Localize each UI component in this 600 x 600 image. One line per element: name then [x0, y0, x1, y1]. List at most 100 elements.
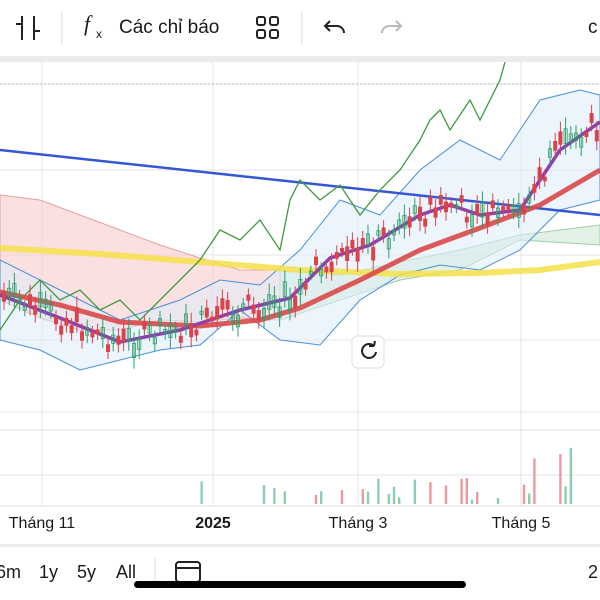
- candle-body: [173, 327, 178, 333]
- candle-body: [137, 338, 142, 350]
- candle-body: [116, 335, 121, 345]
- candle-body: [43, 298, 48, 308]
- candle-body: [371, 247, 376, 261]
- candle-body: [27, 294, 32, 307]
- x-tick-label: Tháng 5: [492, 515, 551, 532]
- fx-icon[interactable]: f x: [84, 11, 102, 41]
- candle-body: [433, 207, 438, 218]
- candle-body: [59, 325, 64, 335]
- candle-body: [423, 218, 428, 227]
- undo-icon[interactable]: [323, 20, 345, 34]
- volume-bar: [200, 481, 203, 504]
- reset-icon: [361, 340, 377, 359]
- candle-body: [183, 313, 188, 326]
- candle-body: [412, 205, 417, 214]
- range-button[interactable]: 6m: [0, 562, 21, 582]
- candle-body: [506, 204, 511, 210]
- candle-body: [277, 306, 282, 318]
- volume-bar: [559, 454, 562, 504]
- ma-long: [0, 245, 600, 278]
- candle-body: [163, 329, 168, 334]
- candle-body: [459, 195, 464, 203]
- volume-bar: [413, 479, 416, 504]
- candle-body: [287, 297, 292, 311]
- volume-bar: [398, 497, 401, 504]
- candle-body: [209, 316, 214, 322]
- candle-body: [402, 214, 407, 229]
- x-tick-label: Tháng 3: [329, 515, 388, 532]
- candle-body: [485, 212, 490, 225]
- candle-body: [319, 268, 324, 277]
- volume-bar: [314, 494, 318, 504]
- indicators-button[interactable]: Các chỉ báo: [119, 17, 219, 38]
- candle-body: [490, 200, 495, 209]
- volume-bar: [564, 486, 567, 504]
- volume-bar: [444, 485, 448, 504]
- candle-body: [542, 176, 547, 182]
- trend-line: [0, 148, 600, 217]
- candle-body: [168, 323, 173, 339]
- candle-type-icon[interactable]: [16, 16, 40, 40]
- range-button[interactable]: 1y: [39, 562, 58, 582]
- volume-bar: [387, 493, 390, 504]
- candle-body: [2, 291, 7, 302]
- candle-body: [313, 256, 318, 266]
- candle-body: [376, 230, 381, 236]
- candle-body: [33, 305, 38, 315]
- volume-bar: [470, 499, 474, 504]
- volume-bar: [533, 458, 536, 504]
- volume-bar: [262, 485, 266, 504]
- candle-body: [48, 302, 53, 312]
- candle-body: [324, 266, 329, 273]
- volume-bar: [465, 478, 468, 504]
- candle-body: [80, 331, 85, 341]
- toolbar: [0, 0, 600, 56]
- volume-bar: [366, 491, 370, 504]
- candle-body: [220, 298, 225, 310]
- reset-button[interactable]: [351, 335, 385, 369]
- redo-icon[interactable]: [381, 20, 403, 34]
- volume-bar: [340, 489, 344, 504]
- candle-body: [69, 325, 74, 334]
- candle-body: [495, 207, 500, 218]
- candle-body: [386, 238, 391, 250]
- volume-bar: [496, 498, 500, 504]
- volume-bar: [429, 482, 432, 504]
- candle-body: [95, 329, 100, 335]
- toolbar-shadow: [0, 56, 600, 62]
- candle-body: [391, 229, 396, 236]
- candle-body: [397, 219, 402, 228]
- x-tick-label: Tháng 11: [9, 515, 76, 532]
- candle-body: [438, 195, 443, 205]
- candle-body: [230, 313, 235, 324]
- volume-bar: [522, 484, 526, 504]
- candle-body: [215, 306, 220, 320]
- separator: [0, 544, 600, 547]
- candle-body: [85, 327, 90, 336]
- candle-body: [225, 299, 230, 310]
- svg-text:f: f: [84, 11, 93, 36]
- candle-body: [17, 296, 22, 304]
- volume-bar: [392, 486, 396, 504]
- candle-body: [178, 335, 183, 343]
- range-button[interactable]: 5y: [77, 562, 96, 582]
- candle-body: [511, 204, 516, 213]
- candle-body: [251, 304, 256, 314]
- volume: [200, 447, 572, 504]
- candle-body: [563, 128, 568, 144]
- calendar-icon[interactable]: [175, 561, 201, 583]
- candle-body: [449, 202, 454, 208]
- candle-body: [303, 283, 308, 290]
- candle-body: [235, 314, 240, 328]
- volume-bar: [569, 447, 572, 504]
- candle-body: [74, 307, 79, 323]
- volume-bar: [320, 491, 323, 504]
- candle-body: [464, 216, 469, 223]
- candle-body: [282, 281, 287, 297]
- lagging-line: [0, 62, 506, 331]
- layout-icon[interactable]: [256, 16, 279, 39]
- candle-body: [256, 310, 261, 321]
- chart-drawing: [0, 62, 600, 371]
- range-button[interactable]: All: [116, 562, 136, 582]
- candle-body: [537, 167, 542, 180]
